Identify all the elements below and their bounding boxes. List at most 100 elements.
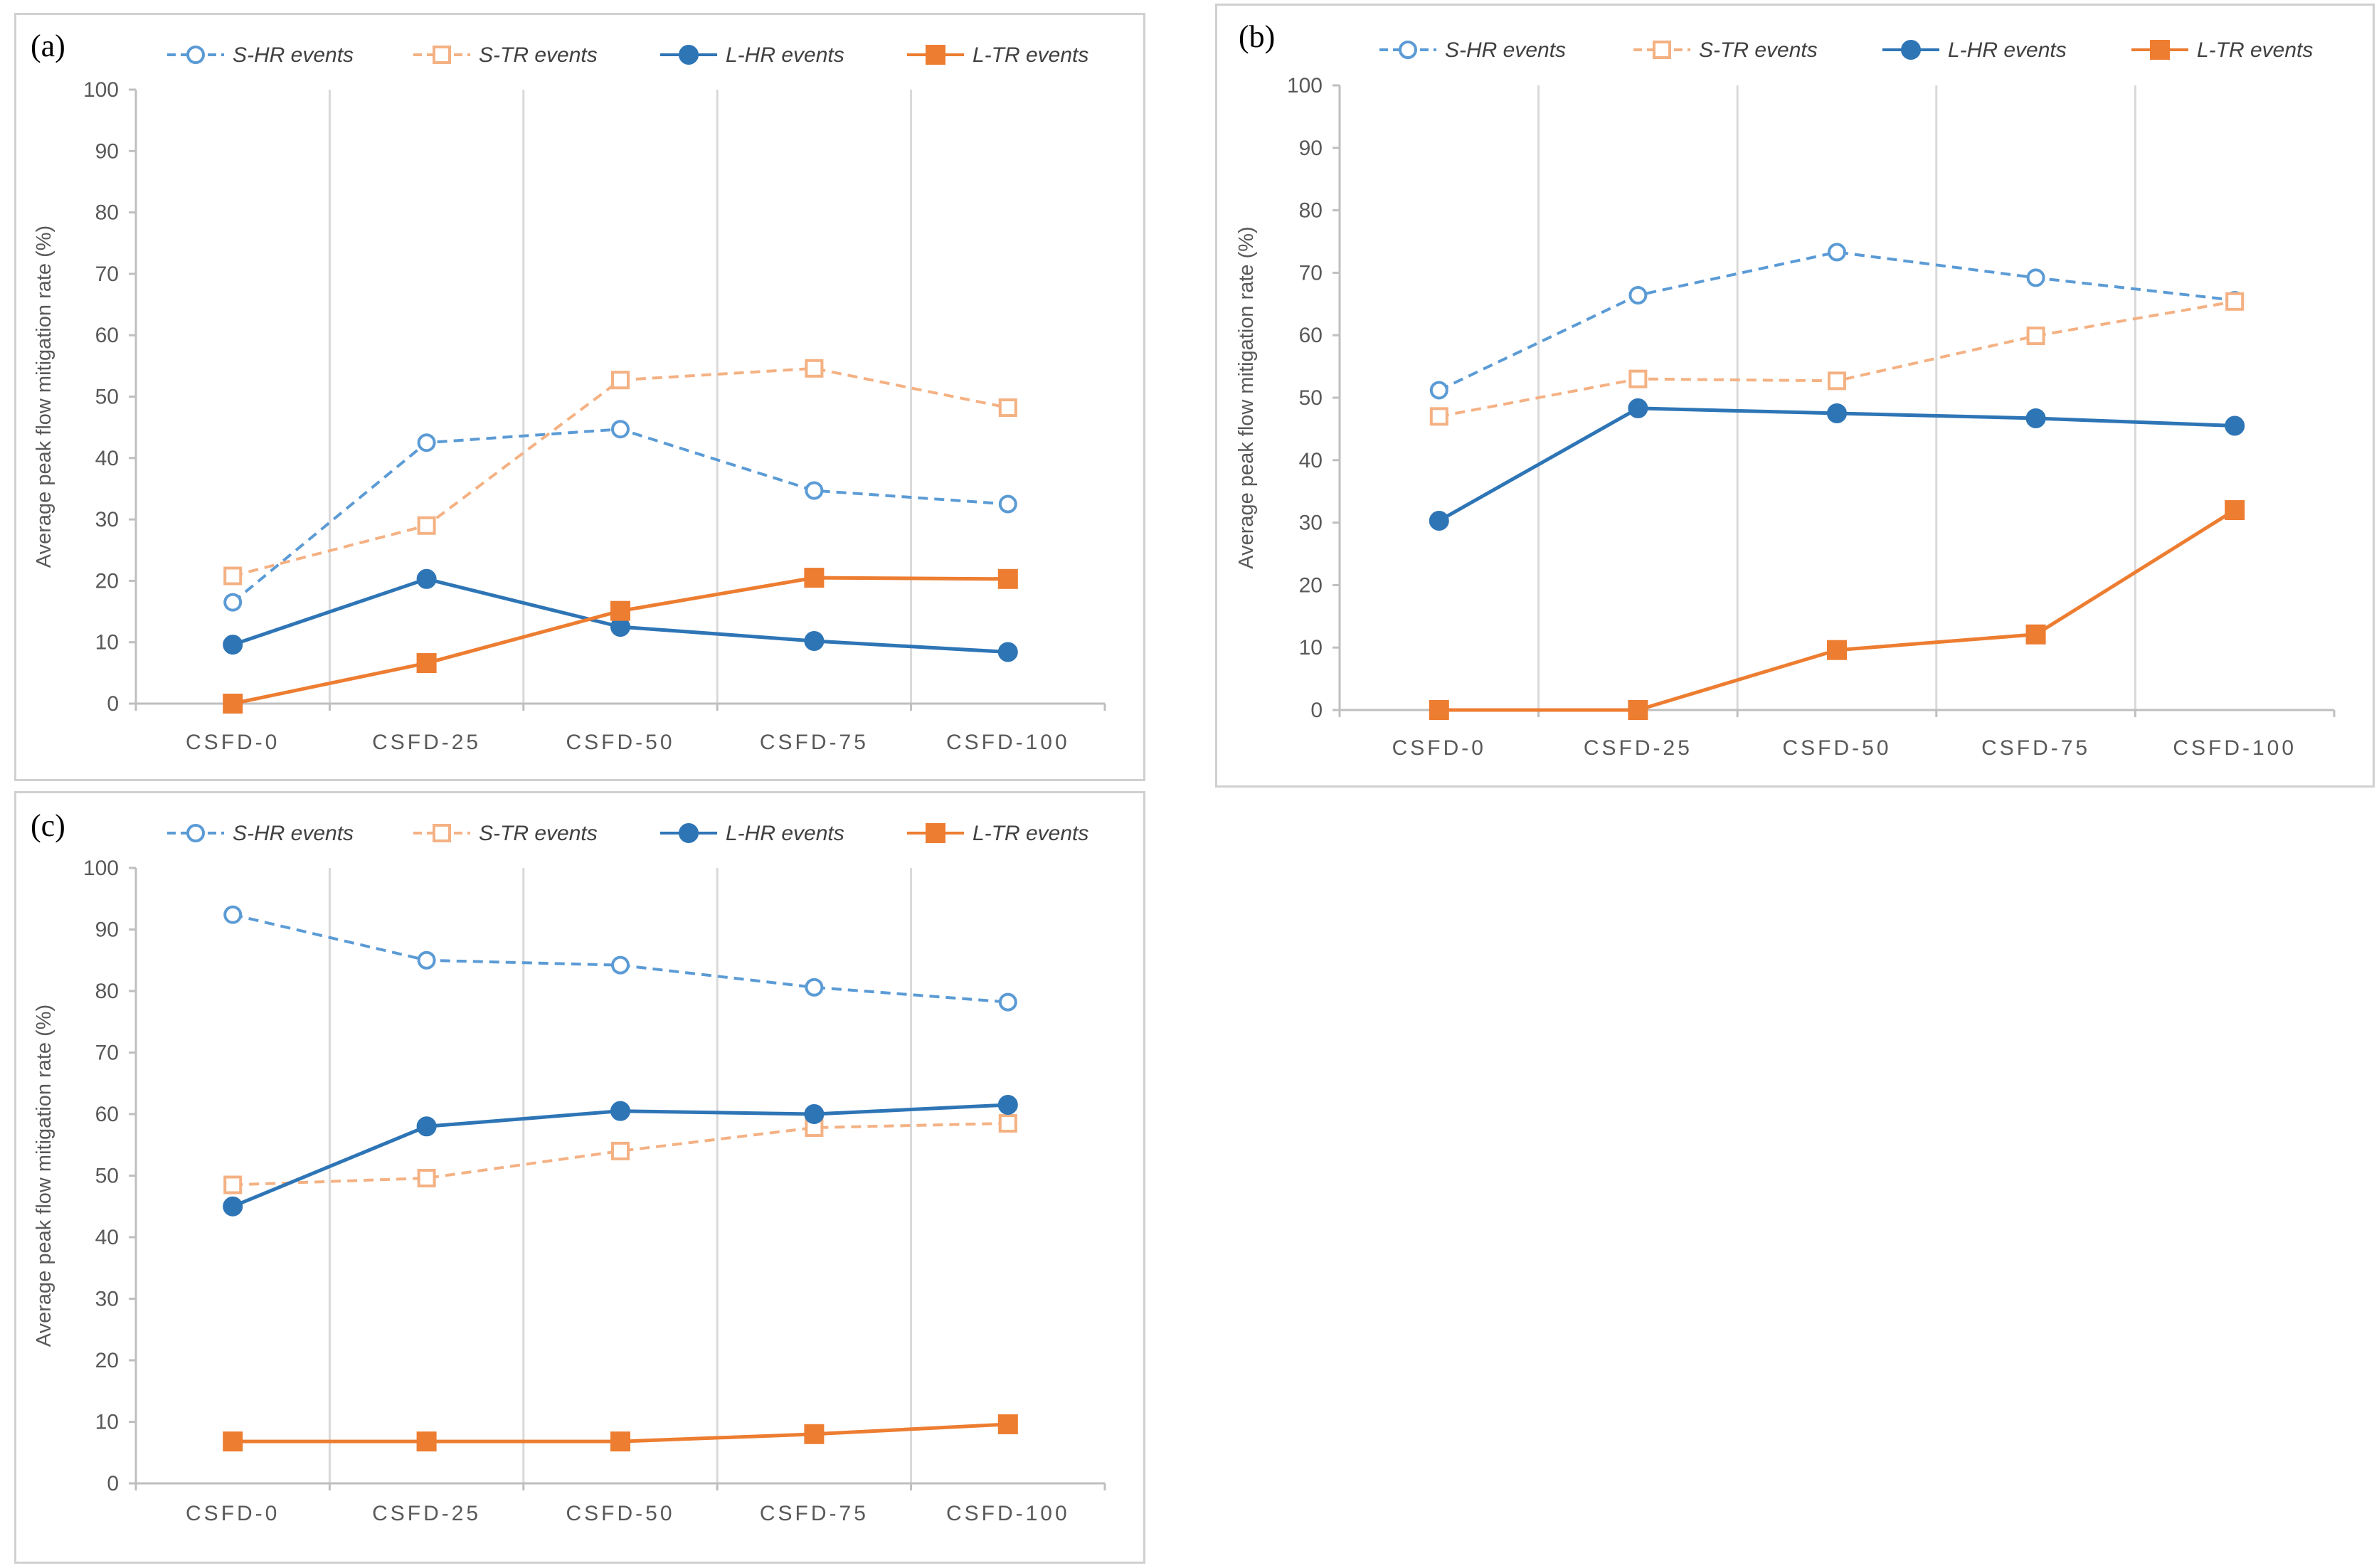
legend-label: S-TR events: [479, 822, 598, 845]
data-point-l-tr: [223, 694, 243, 714]
legend-label: S-HR events: [1445, 38, 1566, 62]
series-line-s-hr: [231, 428, 1008, 604]
data-point-l-hr: [2025, 408, 2046, 428]
data-point-l-hr: [2225, 415, 2245, 436]
legend-swatch-marker: [433, 824, 451, 842]
data-point-s-tr: [805, 359, 824, 378]
x-tick-label: CSFD-25: [372, 1502, 481, 1525]
data-point-s-tr: [611, 371, 630, 390]
legend-swatch-marker: [2150, 40, 2170, 60]
series-line-s-hr: [1438, 250, 2235, 392]
data-point-l-tr: [997, 568, 1018, 589]
legend-item: S-TR events: [1633, 38, 1818, 62]
data-point-l-hr: [416, 568, 437, 589]
legend-swatch-marker: [186, 824, 205, 842]
legend-label: L-HR events: [1948, 38, 2067, 62]
data-point-l-hr: [997, 642, 1018, 662]
x-tick-label: CSFD-100: [946, 1502, 1070, 1525]
data-point-l-tr: [997, 1414, 1018, 1434]
data-point-s-hr: [1429, 381, 1448, 400]
y-tick-label: 30: [95, 1288, 119, 1311]
data-point-s-hr: [2026, 268, 2045, 287]
y-tick-label: 90: [1299, 137, 1323, 160]
x-tick-label: CSFD-50: [566, 731, 674, 754]
data-point-l-tr: [2025, 624, 2046, 645]
y-axis-title: Average peak flow mitigation rate (%): [33, 226, 55, 568]
data-point-s-hr: [998, 992, 1017, 1012]
data-point-s-tr: [998, 1113, 1017, 1133]
data-point-s-hr: [611, 955, 630, 975]
data-point-s-hr: [998, 494, 1017, 514]
series-line-l-hr: [1438, 406, 2235, 523]
y-tick-label: 40: [95, 1226, 119, 1249]
y-tick-label: 60: [95, 324, 119, 347]
y-tick-label: 0: [1310, 699, 1323, 722]
legend-swatch-marker: [926, 45, 945, 65]
y-tick-label: 70: [95, 1042, 119, 1065]
data-point-l-tr: [1628, 700, 1648, 720]
legend-item: L-HR events: [1882, 38, 2067, 62]
y-tick-label: 60: [1299, 324, 1323, 347]
legend-label: S-HR events: [233, 43, 354, 67]
y-axis-title: Average peak flow mitigation rate (%): [1235, 226, 1258, 568]
data-point-l-hr: [1429, 510, 1449, 531]
legend-label: L-HR events: [726, 822, 844, 845]
legend-label: S-TR events: [1699, 38, 1818, 62]
series-line-l-tr: [232, 576, 1008, 706]
y-tick-label: 30: [95, 508, 119, 531]
y-tick-label: 10: [95, 631, 119, 655]
data-point-s-tr: [998, 398, 1017, 418]
legend-label: L-HR events: [726, 43, 844, 67]
series-line-l-tr: [1438, 508, 2236, 712]
data-point-l-hr: [1628, 398, 1648, 418]
legend-swatch-marker: [186, 46, 205, 64]
data-point-s-tr: [417, 516, 436, 535]
data-point-s-hr: [223, 593, 243, 612]
legend-item: L-HR events: [660, 43, 844, 67]
data-point-l-tr: [416, 1431, 437, 1452]
legend-item: L-TR events: [907, 43, 1088, 67]
y-tick-label: 90: [95, 918, 119, 942]
data-point-s-hr: [223, 905, 243, 924]
y-tick-label: 10: [95, 1411, 119, 1434]
x-tick-label: CSFD-75: [760, 1502, 869, 1525]
legend-item: L-TR events: [907, 822, 1088, 845]
legend-label: L-TR events: [2197, 38, 2313, 62]
y-tick-label: 0: [107, 692, 119, 716]
legend-swatch-marker: [926, 823, 945, 843]
data-point-l-hr: [1827, 403, 1847, 423]
x-tick-label: CSFD-0: [186, 731, 280, 754]
chart-c-svg: (c) 0 10 20 30 40 50 60 70 80 90 100 CSFD-0 CSFD-25 CS…: [31, 808, 1106, 1525]
legend-swatch-marker: [679, 823, 699, 843]
legend-label: L-TR events: [973, 822, 1088, 845]
data-point-l-tr: [610, 1431, 630, 1452]
x-tick-label: CSFD-0: [1392, 736, 1486, 760]
y-tick-label: 70: [1299, 261, 1323, 285]
data-point-s-tr: [2225, 292, 2245, 311]
data-point-l-tr: [223, 1431, 243, 1452]
data-point-s-tr: [223, 566, 243, 586]
y-tick-label: 100: [83, 857, 119, 880]
data-point-s-tr: [611, 1141, 630, 1160]
data-point-l-tr: [804, 568, 825, 588]
data-point-l-hr: [997, 1095, 1018, 1116]
legend-swatch-marker: [1399, 41, 1417, 59]
data-point-l-hr: [223, 1196, 243, 1217]
legend-item: L-HR events: [660, 822, 844, 845]
data-point-s-tr: [2026, 327, 2045, 346]
x-tick-label: CSFD-50: [566, 1502, 674, 1525]
x-tick-label: CSFD-100: [2173, 736, 2296, 760]
y-tick-label: 90: [95, 139, 119, 163]
x-tick-label: CSFD-25: [1584, 736, 1692, 760]
data-point-l-hr: [416, 1116, 437, 1137]
legend-item: S-HR events: [1379, 38, 1566, 62]
legend-label: S-TR events: [479, 43, 598, 67]
data-point-s-tr: [417, 1168, 436, 1187]
y-tick-label: 80: [1299, 199, 1323, 223]
data-point-s-hr: [611, 420, 630, 439]
y-tick-label: 50: [95, 386, 119, 409]
y-tick-label: 60: [95, 1103, 119, 1126]
chart-a-svg: (a) 0 10 20 30 40 50 60 70 80 90 100 CSFD-0 CSFD-25 CS…: [31, 28, 1106, 754]
y-tick-label: 100: [83, 78, 119, 102]
data-point-l-hr: [804, 1104, 825, 1124]
